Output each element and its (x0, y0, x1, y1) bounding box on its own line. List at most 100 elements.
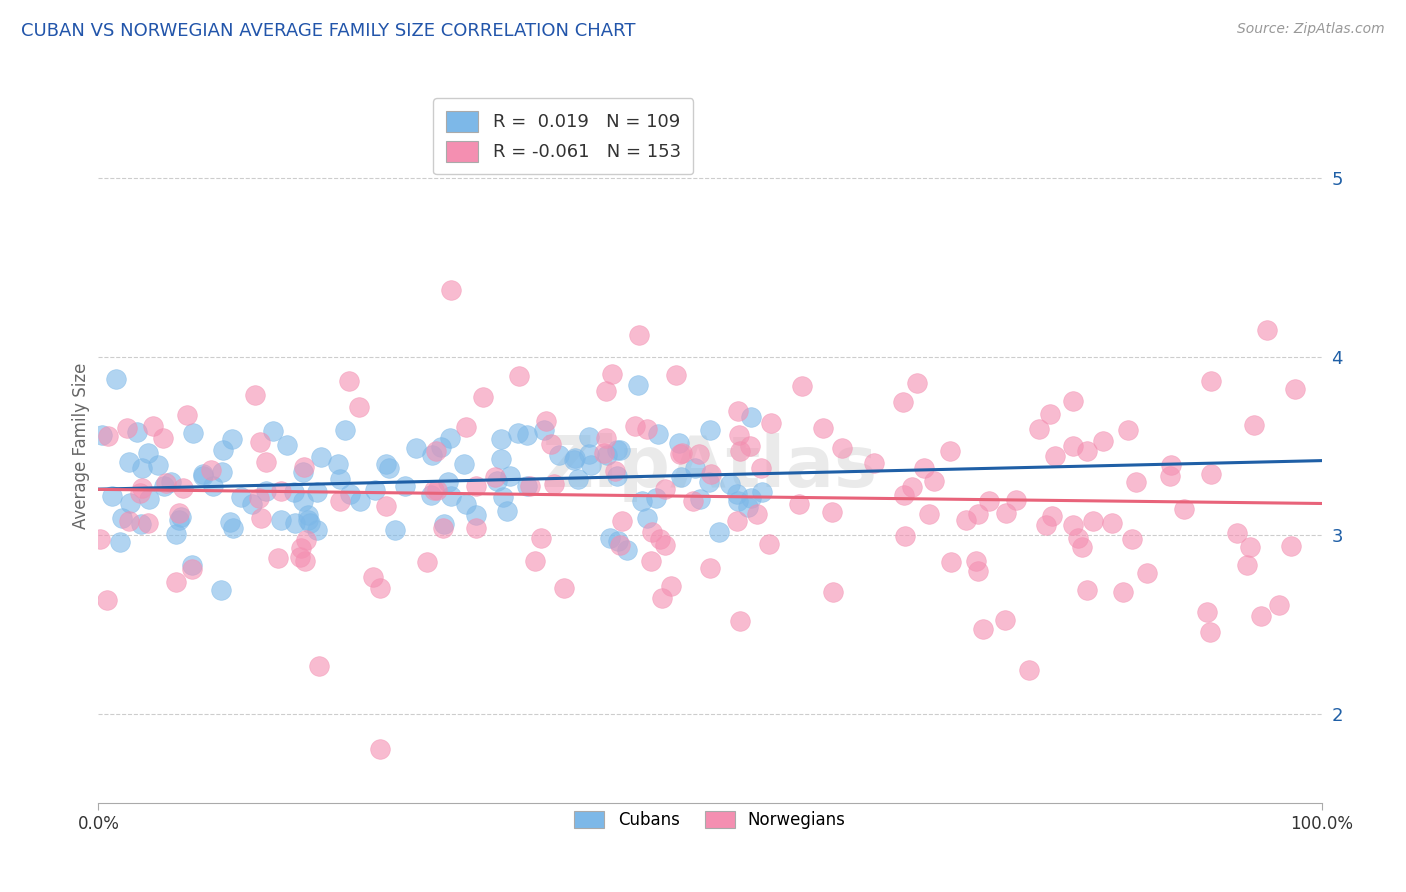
Point (337, 374, 360, 388)
Point (136, 516, 159, 531)
Point (167, 506, 190, 520)
Point (1284, 382, 1306, 396)
Point (231, 491, 253, 505)
Point (167, 513, 190, 527)
Point (994, 613, 1017, 627)
Point (308, 659, 330, 673)
Point (440, 283, 463, 297)
Point (745, 507, 768, 521)
Point (423, 483, 446, 497)
Point (333, 424, 356, 438)
Point (725, 514, 748, 528)
Point (627, 377, 650, 392)
Point (375, 499, 398, 513)
Point (142, 419, 165, 434)
Point (939, 444, 962, 458)
Point (1250, 609, 1272, 624)
Point (1256, 323, 1278, 337)
Point (146, 458, 169, 472)
Point (288, 549, 311, 564)
Point (1028, 422, 1050, 436)
Point (439, 431, 461, 445)
Point (596, 449, 619, 463)
Point (290, 541, 312, 556)
Point (645, 491, 668, 506)
Point (1062, 517, 1084, 532)
Point (1112, 584, 1135, 599)
Point (602, 367, 624, 381)
Point (1199, 624, 1222, 639)
Point (307, 523, 329, 537)
Point (193, 467, 215, 481)
Point (454, 419, 477, 434)
Point (534, 414, 557, 428)
Point (349, 493, 371, 508)
Point (118, 496, 141, 510)
Point (863, 456, 886, 470)
Point (595, 384, 617, 398)
Point (193, 469, 215, 483)
Point (1279, 539, 1302, 553)
Point (1018, 663, 1040, 677)
Point (1091, 434, 1114, 449)
Point (578, 447, 600, 461)
Point (1136, 566, 1159, 581)
Point (165, 527, 187, 541)
Point (328, 457, 350, 471)
Point (972, 622, 994, 636)
Point (831, 441, 853, 455)
Point (128, 485, 150, 500)
Point (1239, 540, 1261, 554)
Point (562, 453, 585, 467)
Point (292, 466, 315, 480)
Point (1236, 558, 1258, 573)
Point (243, 388, 266, 402)
Point (155, 475, 177, 490)
Point (700, 467, 723, 481)
Point (127, 425, 149, 440)
Point (688, 447, 710, 461)
Text: CUBAN VS NORWEGIAN AVERAGE FAMILY SIZE CORRELATION CHART: CUBAN VS NORWEGIAN AVERAGE FAMILY SIZE C… (21, 22, 636, 40)
Point (254, 454, 277, 468)
Point (309, 450, 332, 464)
Point (153, 479, 176, 493)
Point (349, 400, 371, 414)
Point (707, 525, 730, 540)
Point (425, 443, 447, 458)
Point (131, 481, 153, 495)
Point (209, 583, 232, 598)
Y-axis label: Average Family Size: Average Family Size (72, 363, 90, 529)
Point (1226, 525, 1249, 540)
Point (689, 491, 711, 506)
Point (813, 421, 835, 435)
Point (599, 531, 621, 545)
Point (912, 460, 935, 475)
Point (751, 485, 773, 500)
Point (368, 742, 391, 756)
Point (169, 509, 191, 524)
Point (181, 425, 204, 440)
Point (547, 448, 569, 462)
Point (456, 497, 478, 511)
Point (1042, 509, 1064, 524)
Point (1076, 443, 1098, 458)
Point (606, 442, 628, 457)
Point (1116, 423, 1139, 437)
Point (211, 442, 233, 457)
Point (553, 581, 575, 595)
Point (375, 457, 398, 471)
Point (118, 514, 141, 528)
Point (595, 431, 617, 445)
Point (489, 452, 512, 467)
Point (91, 428, 114, 442)
Point (485, 474, 508, 488)
Point (96, 592, 118, 607)
Point (426, 483, 449, 497)
Point (891, 395, 914, 409)
Point (1268, 598, 1291, 612)
Point (540, 436, 562, 450)
Point (465, 479, 488, 493)
Point (465, 521, 488, 535)
Point (669, 447, 692, 461)
Point (1199, 374, 1222, 388)
